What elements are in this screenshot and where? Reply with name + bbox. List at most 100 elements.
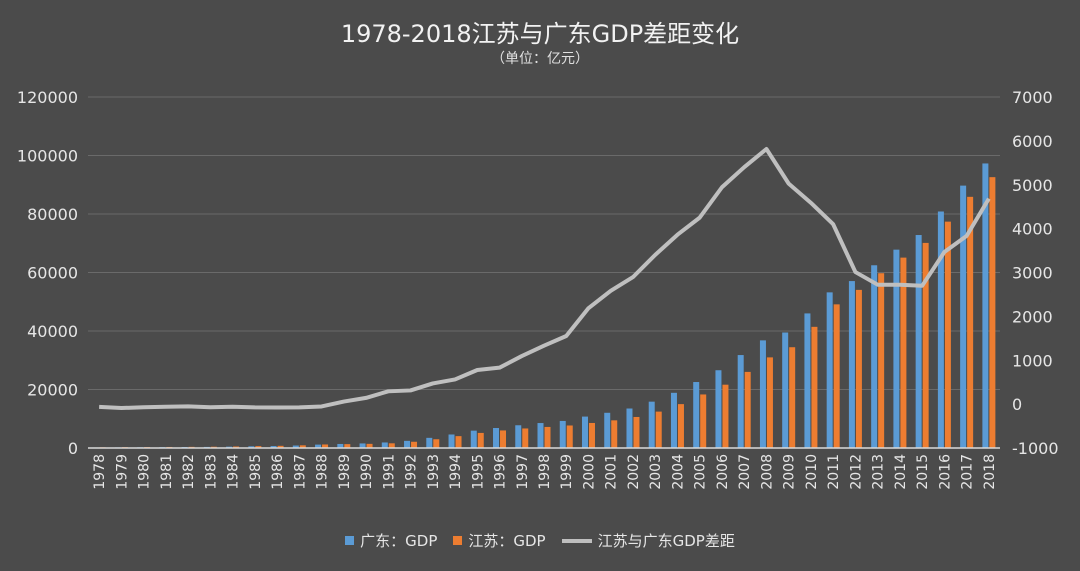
bar-guangdong	[871, 265, 878, 448]
x-tick-label: 2012	[848, 454, 864, 490]
bar-jiangsu	[500, 430, 507, 448]
bar-guangdong	[493, 428, 500, 448]
x-tick-label: 2013	[871, 454, 887, 490]
x-tick-label: 1997	[515, 454, 531, 490]
bar-guangdong	[648, 401, 655, 448]
legend-label: 江苏与广东GDP差距	[597, 532, 735, 550]
bar-jiangsu	[544, 426, 551, 448]
y-right-tick-label: 5000	[1012, 176, 1053, 195]
legend-swatch	[561, 538, 592, 543]
bar-jiangsu	[811, 326, 818, 448]
bar-guangdong	[292, 445, 299, 448]
x-tick-label: 1998	[537, 454, 553, 490]
legend-item-gap: 江苏与广东GDP差距	[561, 530, 735, 551]
bar-guangdong	[693, 382, 700, 448]
y-left-tick-label: 100000	[17, 147, 78, 166]
bar-jiangsu	[566, 425, 573, 448]
y-right-tick-label: 7000	[1012, 88, 1053, 107]
y-left-tick-label: 0	[68, 439, 78, 458]
y-left-tick-label: 20000	[27, 381, 78, 400]
x-tick-label: 1987	[292, 454, 308, 490]
bar-jiangsu	[299, 445, 306, 448]
bar-guangdong	[315, 444, 322, 448]
legend-item-guangdong: 广东：GDP	[345, 530, 437, 551]
bar-guangdong	[937, 211, 944, 448]
bar-jiangsu	[833, 304, 840, 448]
bar-guangdong	[537, 423, 544, 448]
bar-jiangsu	[477, 432, 484, 448]
y-left-tick-label: 60000	[27, 264, 78, 283]
x-tick-label: 2002	[626, 454, 642, 490]
bar-guangdong	[915, 235, 922, 448]
bar-guangdong	[337, 443, 344, 448]
bar-guangdong	[670, 392, 677, 448]
bar-guangdong	[804, 313, 811, 448]
x-tick-label: 2001	[604, 454, 620, 490]
bar-jiangsu	[855, 289, 862, 448]
bar-guangdong	[893, 249, 900, 448]
bar-jiangsu	[655, 411, 662, 448]
x-tick-label: 1993	[426, 454, 442, 490]
x-tick-label: 2016	[937, 454, 953, 490]
bar-jiangsu	[522, 428, 529, 448]
bar-jiangsu	[944, 221, 951, 448]
bar-jiangsu	[878, 273, 885, 448]
y-right-tick-label: 2000	[1012, 307, 1053, 326]
bar-guangdong	[448, 434, 455, 448]
x-tick-label: 2010	[804, 454, 820, 490]
bar-guangdong	[759, 340, 766, 448]
x-tick-label: 2014	[893, 454, 909, 490]
bar-guangdong	[559, 420, 566, 448]
bar-guangdong	[248, 446, 255, 448]
y-left-tick-label: 80000	[27, 205, 78, 224]
x-tick-label: 1990	[359, 454, 375, 490]
bar-guangdong	[359, 443, 366, 448]
bar-jiangsu	[433, 439, 440, 448]
bar-jiangsu	[611, 420, 618, 448]
bar-jiangsu	[967, 196, 974, 448]
y-right-tick-label: 4000	[1012, 220, 1053, 239]
x-tick-label: 1979	[114, 454, 130, 490]
bar-jiangsu	[722, 384, 729, 448]
bar-guangdong	[848, 281, 855, 448]
bar-jiangsu	[388, 443, 395, 448]
x-tick-label: 2004	[670, 454, 686, 490]
x-tick-label: 1995	[470, 454, 486, 490]
x-tick-label: 2003	[648, 454, 664, 490]
x-tick-label: 2006	[715, 454, 731, 490]
bar-jiangsu	[989, 177, 996, 449]
legend-label: 江苏：GDP	[468, 532, 546, 550]
x-tick-label: 1985	[248, 454, 264, 490]
y-left-tick-label: 40000	[27, 322, 78, 341]
x-tick-label: 1994	[448, 454, 464, 490]
x-tick-label: 2000	[581, 454, 597, 490]
bar-jiangsu	[789, 347, 796, 448]
bar-guangdong	[426, 437, 433, 448]
bar-guangdong	[982, 163, 989, 448]
bar-guangdong	[470, 430, 477, 448]
bar-guangdong	[581, 416, 588, 448]
bar-guangdong	[604, 412, 611, 448]
bar-jiangsu	[922, 242, 929, 448]
y-right-tick-label: -1000	[1012, 439, 1059, 458]
legend-item-jiangsu: 江苏：GDP	[453, 530, 546, 551]
x-tick-label: 2018	[982, 454, 998, 490]
x-tick-label: 1991	[381, 454, 397, 490]
y-left-tick-label: 120000	[17, 88, 78, 107]
bar-guangdong	[515, 425, 522, 448]
bar-guangdong	[960, 185, 967, 449]
x-tick-label: 1983	[203, 454, 219, 490]
x-tick-label: 1988	[315, 454, 331, 490]
legend-label: 广东：GDP	[360, 532, 438, 550]
legend-swatch	[453, 536, 463, 545]
x-tick-label: 2007	[737, 454, 753, 490]
bar-jiangsu	[411, 441, 418, 448]
chart-title: 1978-2018江苏与广东GDP差距变化	[340, 20, 740, 48]
legend: 广东：GDP 江苏：GDP 江苏与广东GDP差距	[0, 530, 1080, 551]
y-right-tick-label: 6000	[1012, 132, 1053, 151]
x-tick-label: 2008	[759, 454, 775, 490]
bar-jiangsu	[233, 446, 240, 448]
bar-jiangsu	[677, 404, 684, 448]
gap-line	[99, 146, 991, 411]
